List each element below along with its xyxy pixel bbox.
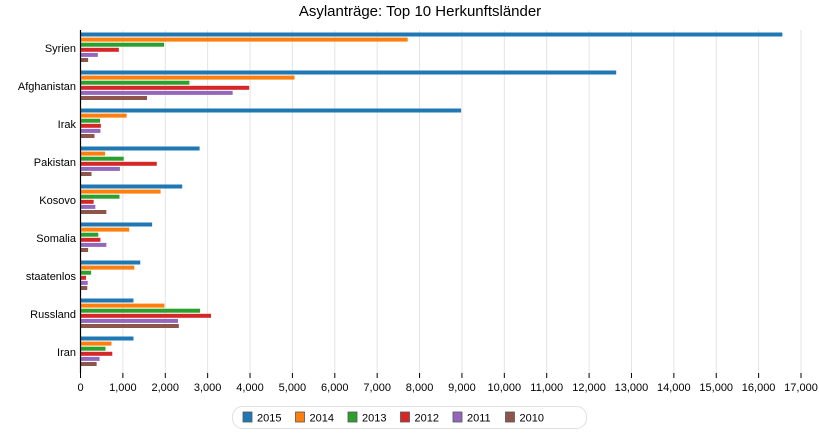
x-tick-label: 13,000: [615, 382, 649, 394]
x-tick-label: 12,000: [572, 382, 606, 394]
legend-label: 2010: [520, 413, 544, 425]
x-tick-label: 17,000: [784, 382, 818, 394]
bar-2012-Somalia: [80, 237, 101, 242]
y-category-label: Irak: [58, 119, 77, 131]
bar-2014-Iran: [80, 341, 112, 346]
bar-2015-Kosovo: [80, 184, 183, 189]
legend-swatch: [242, 411, 253, 423]
bar-2010-Kosovo: [80, 210, 107, 214]
bar-2014-Syrien: [80, 37, 408, 42]
bar-2012-staatenlos: [80, 275, 87, 280]
bar-2015-staatenlos: [80, 260, 141, 265]
bar-2013-Afghanistan: [80, 80, 190, 85]
x-tick-label: 5,000: [279, 382, 307, 394]
bar-2015-Somalia: [80, 222, 153, 227]
bar-2014-Afghanistan: [80, 75, 295, 80]
bar-2014-Pakistan: [80, 151, 106, 156]
legend-label: 2011: [467, 413, 491, 425]
x-tick-label: 8,000: [406, 382, 434, 394]
bar-2010-Afghanistan: [80, 96, 148, 100]
bar-2015-Pakistan: [80, 146, 200, 151]
bar-2010-Somalia: [80, 248, 89, 252]
x-tick-label: 7,000: [363, 382, 391, 394]
x-tick-label: 2,000: [151, 382, 179, 394]
bar-2013-Pakistan: [80, 156, 124, 161]
bar-2013-Somalia: [80, 232, 99, 237]
bar-2015-Iran: [80, 336, 134, 341]
bar-2014-Irak: [80, 113, 127, 118]
legend-swatch: [505, 411, 515, 423]
x-tick-label: 11,000: [530, 382, 563, 394]
x-tick-label: 1,000: [109, 382, 137, 394]
bar-2010-Irak: [80, 134, 95, 138]
bar-2011-staatenlos: [80, 280, 88, 285]
chart-title: Asylanträge: Top 10 Herkunftsländer: [299, 3, 541, 20]
bar-2010-Russland: [80, 324, 179, 328]
bar-2013-Kosovo: [80, 194, 120, 199]
x-tick-label: 0: [77, 382, 83, 394]
x-tick-label: 6,000: [321, 382, 349, 394]
bar-2013-Iran: [80, 346, 106, 351]
bar-2011-Pakistan: [80, 166, 120, 171]
x-tick-label: 14,000: [657, 382, 691, 394]
y-category-label: staatenlos: [26, 271, 77, 283]
y-category-label: Somalia: [36, 233, 77, 245]
bar-2010-Iran: [80, 362, 97, 366]
bar-2011-Somalia: [80, 242, 107, 247]
bar-2011-Afghanistan: [80, 90, 233, 95]
bar-2010-staatenlos: [80, 286, 88, 290]
x-tick-label: 4,000: [236, 382, 264, 394]
bar-2015-Afghanistan: [80, 70, 617, 75]
x-tick-label: 16,000: [742, 382, 776, 394]
bar-2012-Syrien: [80, 47, 119, 52]
y-category-label: Pakistan: [34, 157, 76, 169]
x-tick-label: 3,000: [194, 382, 222, 394]
x-tick-label: 10,000: [487, 382, 521, 394]
bar-2011-Iran: [80, 356, 100, 361]
bar-2015-Syrien: [80, 32, 783, 37]
bar-2011-Syrien: [80, 52, 98, 57]
bar-2012-Iran: [80, 351, 113, 356]
legend-swatch: [452, 411, 463, 423]
bar-2015-Russland: [80, 298, 134, 303]
y-category-label: Russland: [30, 309, 76, 321]
bar-2012-Kosovo: [80, 199, 94, 204]
legend-label: 2013: [362, 413, 386, 425]
bar-2014-Kosovo: [80, 189, 161, 194]
bar-2011-Kosovo: [80, 204, 96, 209]
bar-2013-Russland: [80, 308, 201, 313]
y-category-label: Syrien: [45, 43, 76, 55]
legend-swatch: [347, 411, 358, 423]
legend-swatch: [295, 411, 305, 423]
bar-2012-Pakistan: [80, 161, 157, 166]
bar-2014-staatenlos: [80, 265, 135, 270]
legend-label: 2015: [257, 413, 281, 425]
y-category-label: Afghanistan: [18, 81, 76, 93]
bar-2014-Russland: [80, 303, 165, 308]
bar-2010-Pakistan: [80, 172, 92, 176]
bar-2011-Russland: [80, 318, 178, 323]
x-tick-label: 15,000: [699, 382, 733, 394]
legend: 2015 2014 2013 2012 2011 2010: [232, 406, 587, 429]
y-category-label: Kosovo: [39, 195, 76, 207]
legend-label: 2014: [310, 413, 334, 425]
legend-label: 2012: [415, 413, 439, 425]
x-tick-label: 9,000: [448, 382, 476, 394]
bar-2012-Afghanistan: [80, 85, 250, 90]
bar-2012-Russland: [80, 313, 212, 318]
bar-2014-Somalia: [80, 227, 130, 232]
y-category-label: Iran: [57, 347, 76, 359]
bar-2013-staatenlos: [80, 270, 92, 275]
bar-2012-Irak: [80, 123, 101, 128]
legend-swatch: [400, 411, 410, 423]
bar-2013-Syrien: [80, 42, 164, 47]
bar-2013-Irak: [80, 118, 100, 123]
bar-2011-Irak: [80, 128, 101, 133]
bar-2010-Syrien: [80, 58, 89, 62]
bar-2015-Irak: [80, 108, 462, 113]
